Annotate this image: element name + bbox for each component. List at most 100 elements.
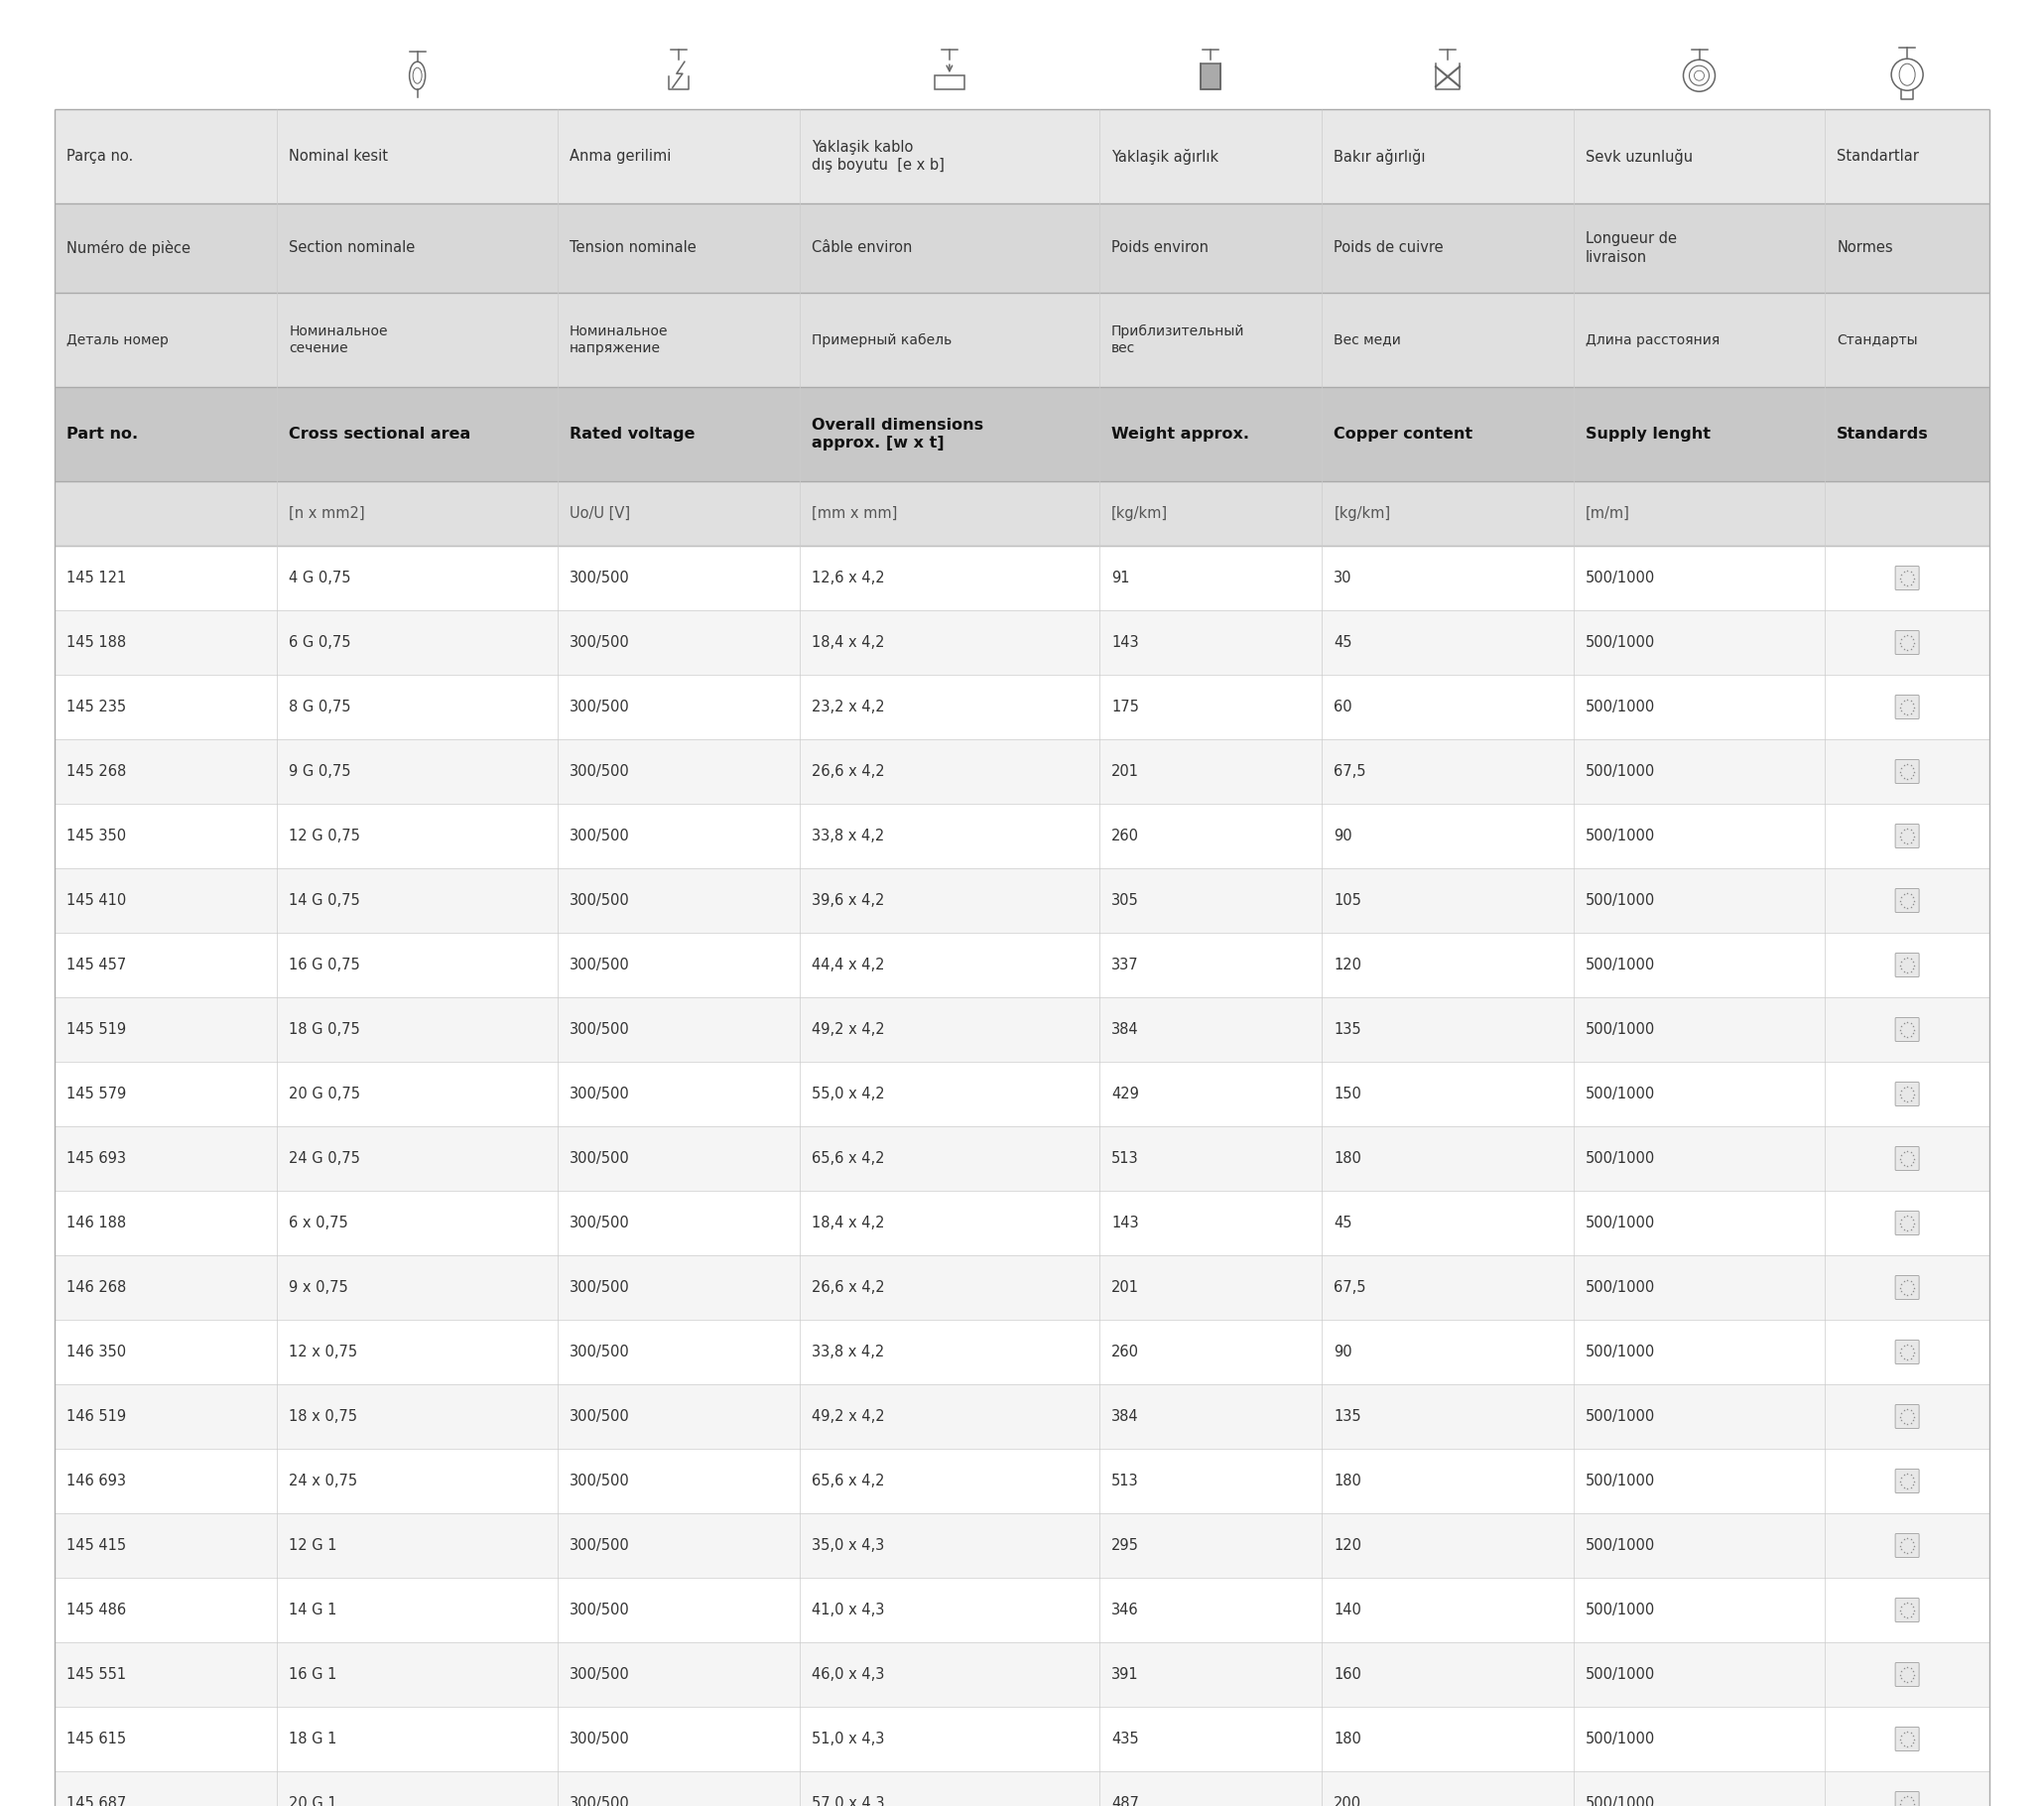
- Bar: [55, 869, 1989, 932]
- Text: 14 G 0,75: 14 G 0,75: [288, 894, 360, 908]
- Text: [mm x mm]: [mm x mm]: [811, 506, 897, 520]
- Text: 46,0 x 4,3: 46,0 x 4,3: [811, 1667, 885, 1681]
- Text: Sevk uzunluğu: Sevk uzunluğu: [1586, 148, 1692, 164]
- Bar: [934, 76, 965, 90]
- Text: Poids environ: Poids environ: [1112, 240, 1208, 255]
- Text: [kg/km]: [kg/km]: [1335, 506, 1390, 520]
- Text: Примерный кабель: Примерный кабель: [811, 332, 953, 347]
- Text: 300/500: 300/500: [570, 1345, 630, 1360]
- Text: 175: 175: [1112, 699, 1139, 715]
- Text: 429: 429: [1112, 1087, 1139, 1102]
- FancyBboxPatch shape: [1895, 1147, 1919, 1170]
- Text: 12 G 0,75: 12 G 0,75: [288, 829, 360, 843]
- Text: 49,2 x 4,2: 49,2 x 4,2: [811, 1409, 885, 1423]
- Text: 500/1000: 500/1000: [1586, 1667, 1656, 1681]
- Text: 44,4 x 4,2: 44,4 x 4,2: [811, 957, 885, 972]
- Text: 300/500: 300/500: [570, 1732, 630, 1746]
- Text: 500/1000: 500/1000: [1586, 1409, 1656, 1423]
- Text: 500/1000: 500/1000: [1586, 636, 1656, 650]
- Text: 200: 200: [1335, 1797, 1361, 1806]
- Text: 500/1000: 500/1000: [1586, 1474, 1656, 1488]
- Text: 67,5: 67,5: [1335, 764, 1365, 778]
- Text: 51,0 x 4,3: 51,0 x 4,3: [811, 1732, 885, 1746]
- Text: 16 G 1: 16 G 1: [288, 1667, 337, 1681]
- Text: 9 x 0,75: 9 x 0,75: [288, 1280, 347, 1295]
- Bar: [55, 804, 1989, 869]
- Text: 487: 487: [1112, 1797, 1139, 1806]
- Bar: [55, 1642, 1989, 1707]
- FancyBboxPatch shape: [1895, 1727, 1919, 1752]
- Text: 300/500: 300/500: [570, 1150, 630, 1167]
- FancyBboxPatch shape: [1895, 824, 1919, 849]
- Text: 18 x 0,75: 18 x 0,75: [288, 1409, 358, 1423]
- Text: 500/1000: 500/1000: [1586, 699, 1656, 715]
- Bar: [55, 386, 1989, 480]
- FancyBboxPatch shape: [1895, 630, 1919, 654]
- FancyBboxPatch shape: [1895, 1792, 1919, 1806]
- Bar: [55, 1772, 1989, 1806]
- Text: 146 188: 146 188: [67, 1215, 127, 1230]
- Bar: [55, 1578, 1989, 1642]
- Text: 300/500: 300/500: [570, 1474, 630, 1488]
- Text: 260: 260: [1112, 829, 1139, 843]
- Text: 201: 201: [1112, 764, 1139, 778]
- Bar: [55, 739, 1989, 804]
- Text: 500/1000: 500/1000: [1586, 1150, 1656, 1167]
- Text: 500/1000: 500/1000: [1586, 1602, 1656, 1618]
- Text: 120: 120: [1335, 1539, 1361, 1553]
- Text: 18,4 x 4,2: 18,4 x 4,2: [811, 1215, 885, 1230]
- Text: 160: 160: [1335, 1667, 1361, 1681]
- Bar: [55, 675, 1989, 739]
- Text: Normes: Normes: [1838, 240, 1893, 255]
- Text: 9 G 0,75: 9 G 0,75: [288, 764, 352, 778]
- FancyBboxPatch shape: [1895, 1468, 1919, 1494]
- Text: 300/500: 300/500: [570, 894, 630, 908]
- Text: 500/1000: 500/1000: [1586, 1539, 1656, 1553]
- FancyBboxPatch shape: [1895, 1598, 1919, 1622]
- Text: Деталь номер: Деталь номер: [67, 332, 168, 347]
- Text: 305: 305: [1112, 894, 1139, 908]
- Text: 145 519: 145 519: [67, 1022, 127, 1037]
- Text: Overall dimensions
approx. [w x t]: Overall dimensions approx. [w x t]: [811, 417, 983, 452]
- FancyBboxPatch shape: [1895, 1533, 1919, 1557]
- Text: 300/500: 300/500: [570, 957, 630, 972]
- Text: 20 G 0,75: 20 G 0,75: [288, 1087, 360, 1102]
- Text: Copper content: Copper content: [1335, 426, 1474, 442]
- Text: 143: 143: [1112, 636, 1139, 650]
- Text: 500/1000: 500/1000: [1586, 1732, 1656, 1746]
- Text: 295: 295: [1112, 1539, 1139, 1553]
- Text: 300/500: 300/500: [570, 636, 630, 650]
- Text: Rated voltage: Rated voltage: [570, 426, 695, 442]
- Text: 146 519: 146 519: [67, 1409, 127, 1423]
- Text: 135: 135: [1335, 1022, 1361, 1037]
- Text: Номинальное
напряжение: Номинальное напряжение: [570, 325, 668, 356]
- Text: 6 G 0,75: 6 G 0,75: [288, 636, 352, 650]
- Bar: [55, 1190, 1989, 1255]
- Text: Poids de cuivre: Poids de cuivre: [1335, 240, 1443, 255]
- Text: Standartlar: Standartlar: [1838, 148, 1919, 164]
- Text: 500/1000: 500/1000: [1586, 1022, 1656, 1037]
- Text: 45: 45: [1335, 636, 1353, 650]
- FancyBboxPatch shape: [1895, 954, 1919, 977]
- Text: Приблизительный
вес: Приблизительный вес: [1112, 325, 1245, 356]
- Text: 384: 384: [1112, 1022, 1139, 1037]
- Text: Nominal kesit: Nominal kesit: [288, 148, 388, 164]
- Text: 391: 391: [1112, 1667, 1139, 1681]
- Bar: [55, 1062, 1989, 1127]
- Text: 260: 260: [1112, 1345, 1139, 1360]
- FancyBboxPatch shape: [1895, 695, 1919, 719]
- Text: 145 615: 145 615: [67, 1732, 127, 1746]
- Text: 513: 513: [1112, 1474, 1139, 1488]
- Text: 300/500: 300/500: [570, 764, 630, 778]
- Text: 180: 180: [1335, 1474, 1361, 1488]
- Bar: [55, 610, 1989, 675]
- Text: 300/500: 300/500: [570, 699, 630, 715]
- Text: Supply lenght: Supply lenght: [1586, 426, 1711, 442]
- Bar: [55, 480, 1989, 545]
- Text: 180: 180: [1335, 1150, 1361, 1167]
- Text: 12,6 x 4,2: 12,6 x 4,2: [811, 571, 885, 585]
- Text: 14 G 1: 14 G 1: [288, 1602, 337, 1618]
- Text: 500/1000: 500/1000: [1586, 764, 1656, 778]
- Text: 145 693: 145 693: [67, 1150, 127, 1167]
- Text: 145 486: 145 486: [67, 1602, 127, 1618]
